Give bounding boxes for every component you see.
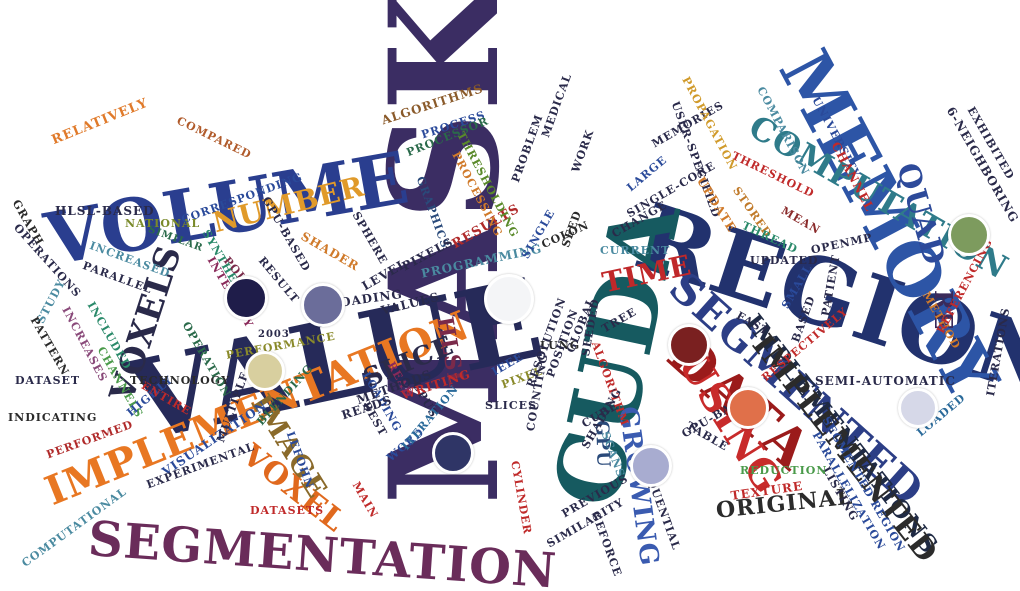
dot-maroon [668, 324, 710, 366]
dot-coral [727, 387, 769, 429]
word-work: WORK [569, 127, 597, 175]
word-geforce: GEFORCE [588, 509, 625, 579]
dot-olive [948, 214, 990, 256]
dot-indigo [432, 432, 474, 474]
word-dataset: DATASET [15, 374, 81, 387]
dot-pale [898, 388, 938, 428]
word-pattern: PATTERN [27, 314, 72, 379]
dot-navy [224, 276, 268, 320]
word-relatively: RELATIVELY [49, 95, 151, 148]
word-indicating: INDICATING [8, 411, 98, 424]
dot-white [484, 274, 534, 324]
word-datasets: DATASETS [250, 504, 325, 517]
word-reduction: REDUCTION [740, 464, 828, 477]
word-national: NATIONAL [125, 217, 201, 230]
word-current: CURRENT [600, 244, 671, 257]
word-medical: MEDICAL [539, 71, 575, 140]
word-hlsl-based: HLSL-BASED [55, 204, 155, 218]
dot-slate [301, 283, 345, 327]
word-slices: SLICES [485, 399, 537, 412]
dot-lavender [630, 445, 672, 487]
word-lung: LUNG [540, 339, 581, 352]
word-2003: 2003 [258, 329, 290, 340]
word-updated: UPDATED [750, 254, 819, 267]
word-technology: TECHNOLOGY [130, 374, 230, 387]
word-semi-automatic: SEMI-AUTOMATIC [815, 374, 956, 388]
word-compared: COMPARED [174, 114, 254, 162]
dot-sand [245, 351, 285, 391]
